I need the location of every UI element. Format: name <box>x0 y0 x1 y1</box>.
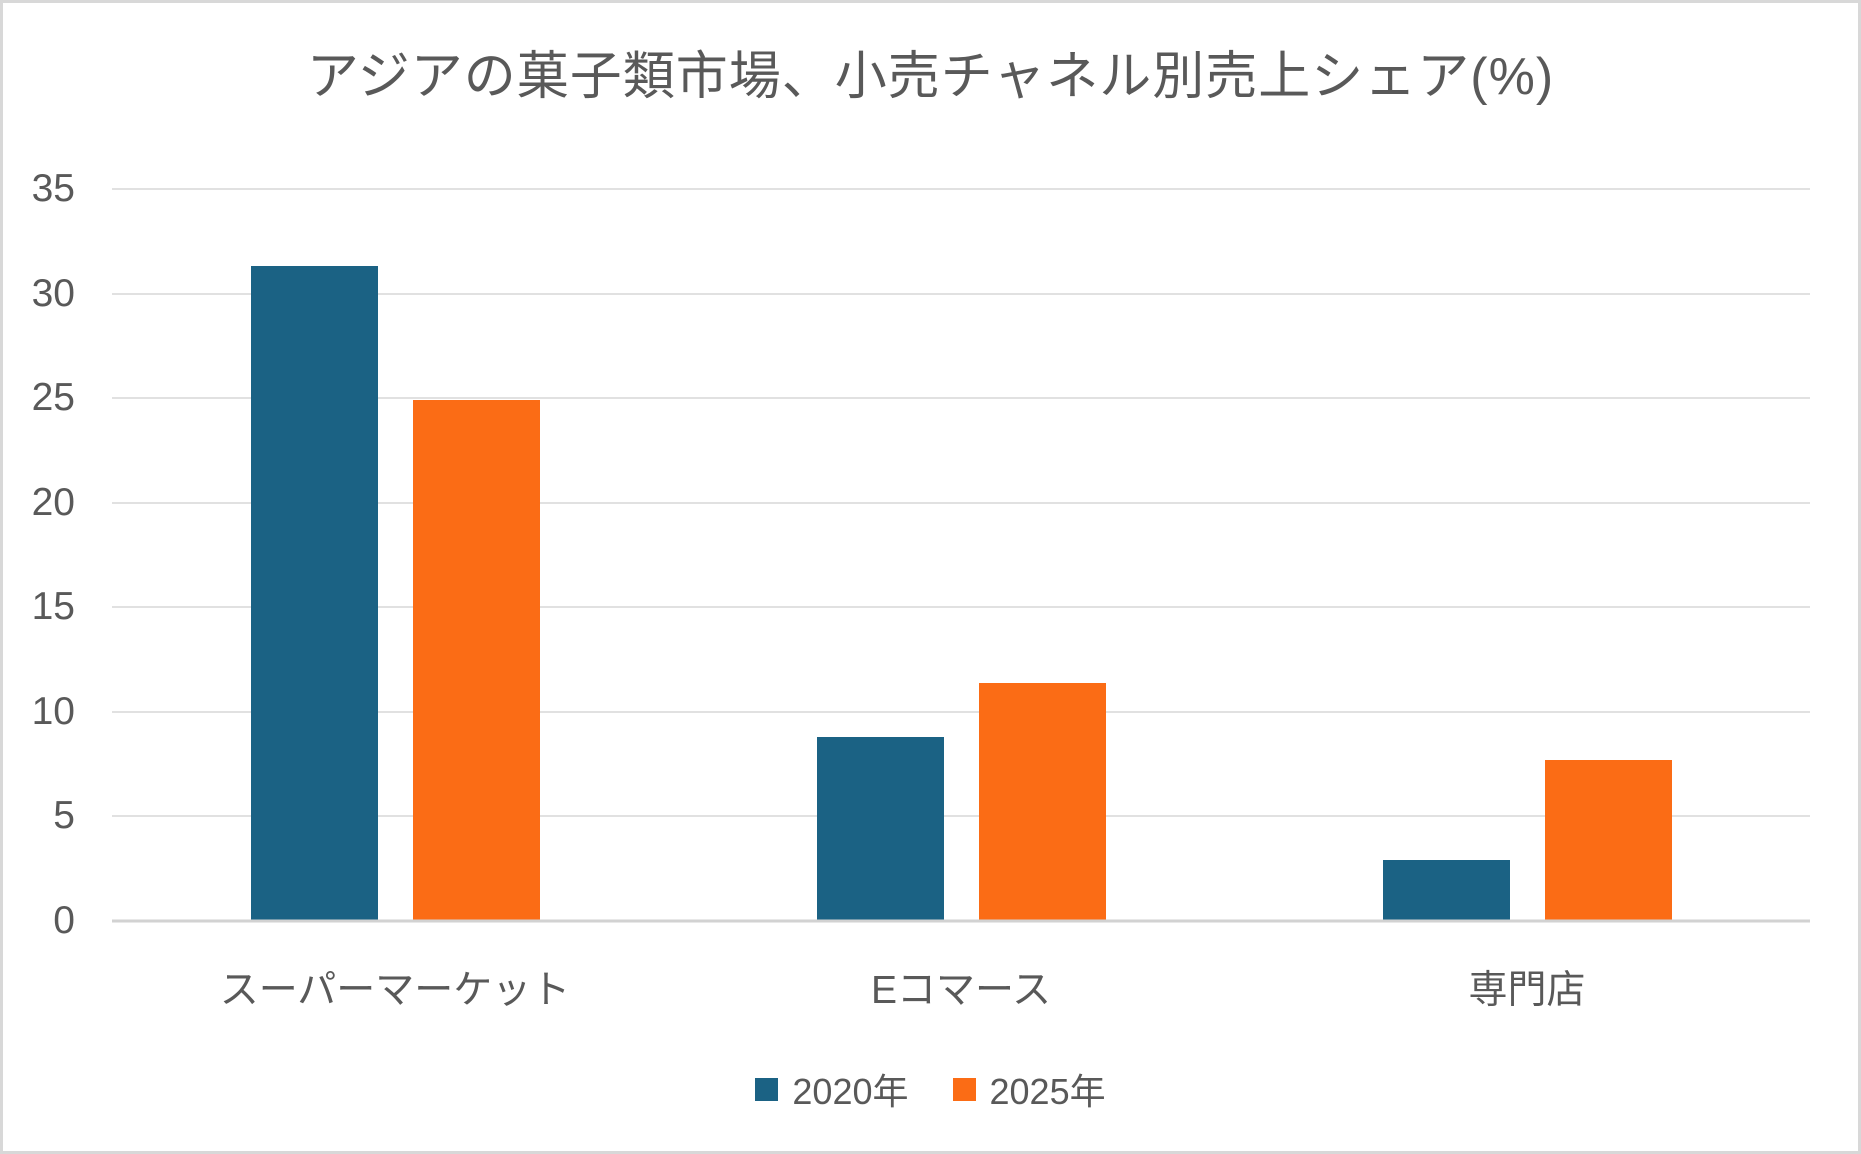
gridline <box>112 292 1810 295</box>
bar-group <box>1244 189 1810 921</box>
gridline <box>112 710 1810 713</box>
gridline <box>112 188 1810 190</box>
plot-area: 0 5 10 15 20 25 30 35 <box>32 169 1810 940</box>
bar-group <box>678 189 1244 921</box>
x-axis-line <box>112 919 1810 923</box>
bar <box>412 400 540 921</box>
legend: 2020年 2025年 <box>3 1065 1858 1113</box>
legend-swatch <box>755 1077 779 1101</box>
x-axis-category-labels: スーパーマーケット Eコマース 専門店 <box>112 959 1810 1015</box>
bar-group <box>112 189 678 921</box>
bar <box>250 266 378 921</box>
gridline <box>112 397 1810 400</box>
chart-title: アジアの菓子類市場、小売チャネル別売上シェア(%) <box>306 48 1555 106</box>
legend-label: 2020年 <box>792 1071 909 1112</box>
gridline <box>112 606 1810 609</box>
legend-item: 2020年 <box>755 1063 909 1115</box>
gridline <box>112 501 1810 504</box>
bar <box>1382 860 1510 921</box>
legend-swatch <box>952 1077 976 1101</box>
category-label: 専門店 <box>1468 969 1586 1012</box>
bars-layer <box>112 189 1810 921</box>
category-label: スーパーマーケット <box>219 969 571 1012</box>
legend-item: 2025年 <box>952 1063 1106 1115</box>
bar <box>1544 759 1672 921</box>
bar <box>978 682 1106 921</box>
bar <box>816 736 944 921</box>
legend-label: 2025年 <box>989 1071 1106 1112</box>
category-label: Eコマース <box>870 969 1052 1012</box>
gridline <box>112 815 1810 818</box>
